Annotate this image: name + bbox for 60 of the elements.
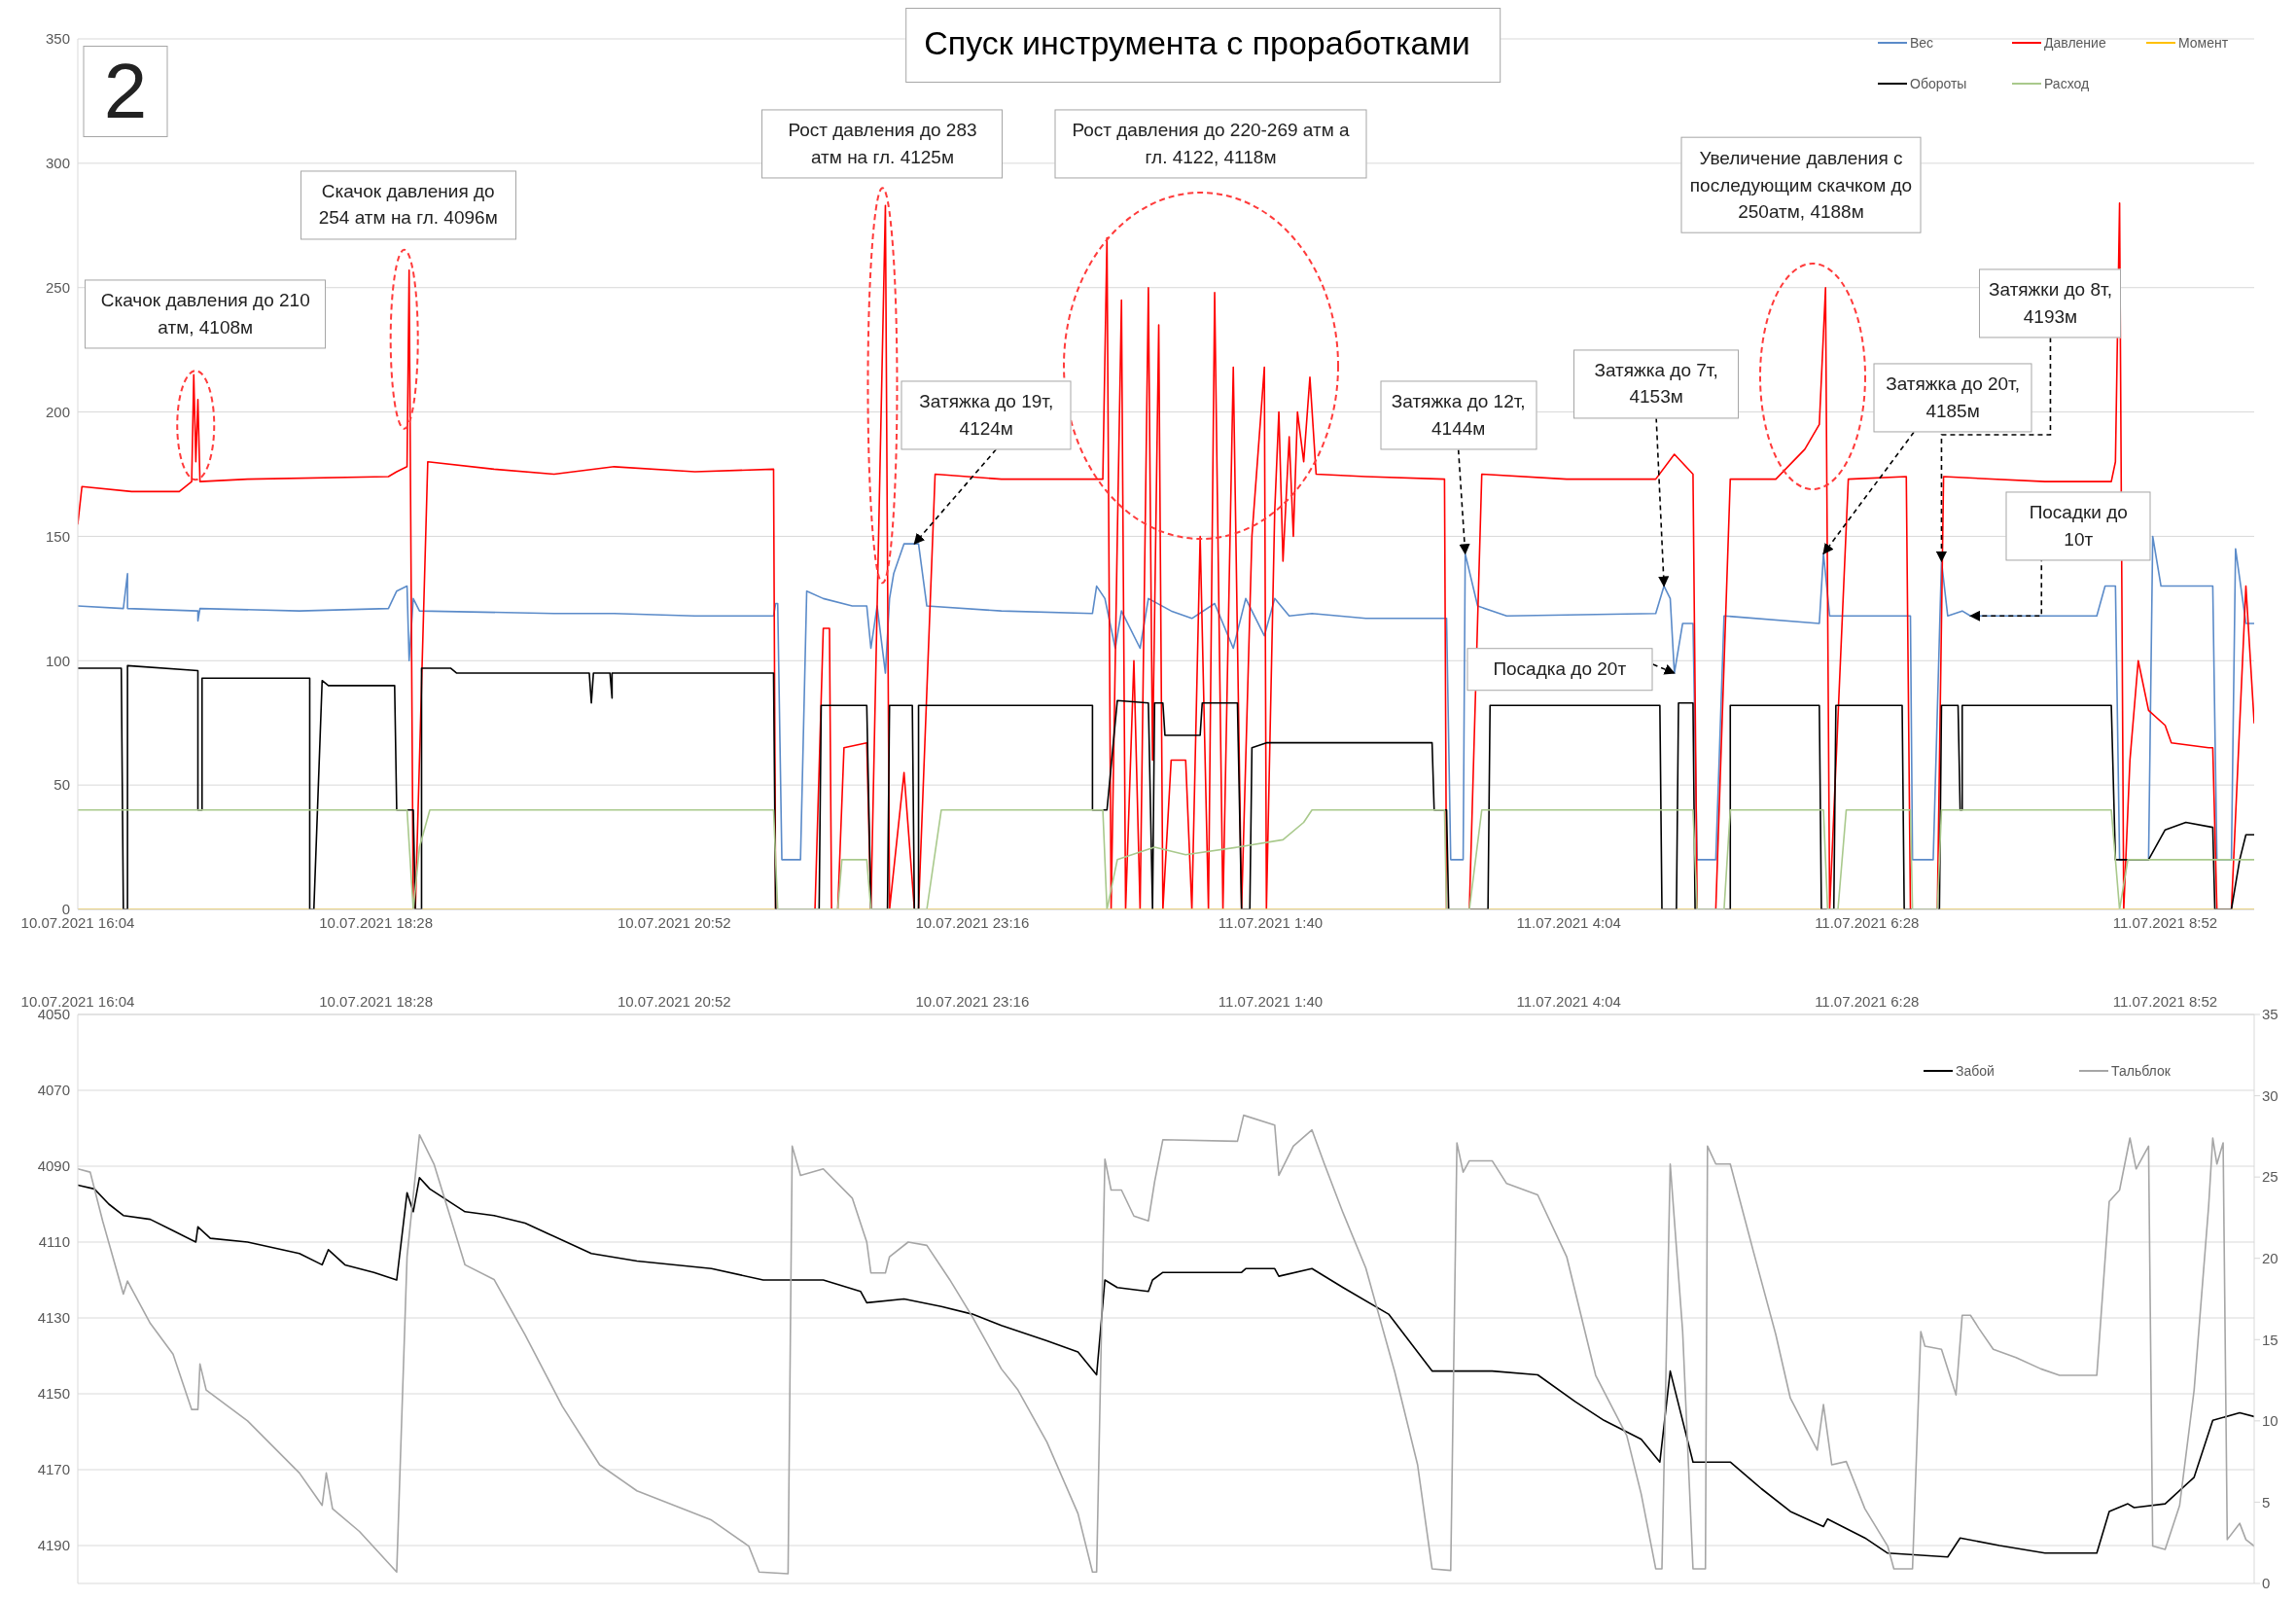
y2-tick-label: 10 [2262,1412,2278,1430]
y2-tick-label: 30 [2262,1086,2278,1104]
y-tick-label: 250 [45,279,70,297]
annotation: Затяжка до 20т, 4185м [1873,363,2032,433]
annotation: Увеличение давления с последующим скачком до 250атм, 4188м [1680,136,1922,233]
annotation: Посадки до 10т [2005,491,2151,561]
x-tick-label: 11.07.2021 6:28 [1815,913,1920,931]
annotation: Посадка до 20т [1466,648,1653,691]
y2-tick-label: 25 [2262,1168,2278,1186]
y2-tick-label: 5 [2262,1493,2271,1511]
y2-tick-label: 15 [2262,1331,2278,1348]
x-tick-label: 11.07.2021 1:40 [1218,993,1324,1010]
y-tick-label: 4110 [38,1233,70,1251]
y2-tick-label: 0 [2262,1575,2271,1592]
legend-label: Вес [1910,35,1934,51]
x-tick-label: 10.07.2021 20:52 [617,913,731,931]
y-tick-label: 4170 [37,1461,70,1478]
y-tick-label: 200 [45,403,70,420]
y-tick-label: 350 [45,30,70,48]
y-tick-label: 100 [45,652,70,669]
y-tick-label: 4190 [37,1537,70,1554]
y-tick-label: 150 [45,527,70,545]
x-tick-label: 10.07.2021 23:16 [915,993,1030,1010]
annotation: Затяжка до 12т, 4144м [1380,380,1537,450]
x-tick-label: 11.07.2021 4:04 [1516,993,1621,1010]
legend-label: Тальблок [2111,1063,2171,1079]
y-tick-label: 4070 [37,1082,70,1099]
x-tick-label: 10.07.2021 18:28 [319,993,434,1010]
x-tick-label: 11.07.2021 8:52 [2112,993,2218,1010]
annotation: Скачок давления до 254 атм на гл. 4096м [300,170,516,240]
y2-tick-label: 20 [2262,1250,2278,1267]
x-tick-label: 11.07.2021 6:28 [1815,993,1920,1010]
legend-label: Забой [1956,1063,1995,1079]
x-tick-label: 11.07.2021 4:04 [1516,913,1621,931]
x-tick-label: 10.07.2021 20:52 [617,993,731,1010]
x-tick-label: 11.07.2021 8:52 [2112,913,2218,931]
x-tick-label: 10.07.2021 23:16 [915,913,1030,931]
x-tick-label: 11.07.2021 1:40 [1218,913,1324,931]
y-tick-label: 50 [53,776,70,794]
legend-label: Расход [2044,76,2090,91]
annotation: 2 [83,46,168,137]
legend-label: Давление [2044,35,2106,51]
chart-title: Спуск инструмента с проработками [905,8,1501,83]
annotation: Затяжка до 19т, 4124м [901,380,1072,450]
annotation: Затяжки до 8т, 4193м [1979,268,2122,338]
annotation: Затяжка до 7т, 4153м [1573,349,1740,419]
x-tick-label: 10.07.2021 18:28 [319,913,434,931]
annotation: Скачок давления до 210 атм, 4108м [85,279,327,349]
y-tick-label: 300 [45,155,70,172]
y-tick-label: 4090 [37,1157,70,1175]
line-series [78,1176,2254,1558]
line-series [78,535,2254,861]
legend-label: Обороты [1910,76,1967,91]
y-tick-label: 4130 [37,1309,70,1327]
y2-tick-label: 35 [2262,1006,2278,1023]
annotation: Рост давления до 220-269 атм а гл. 4122, 4118м [1054,109,1367,179]
line-series [78,1114,2254,1575]
y-tick-label: 4150 [37,1385,70,1403]
annotation: Рост давления до 283 атм на гл. 4125м [761,109,1004,179]
legend-label: Момент [2178,35,2229,51]
